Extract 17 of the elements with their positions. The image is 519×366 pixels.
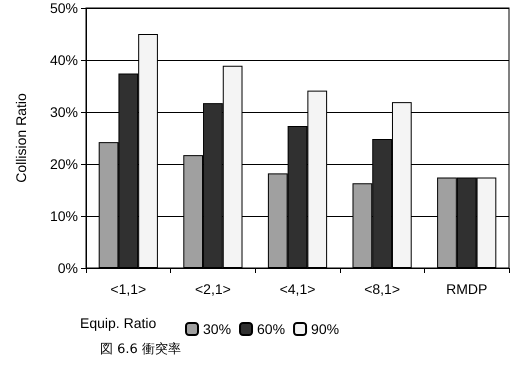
legend-label: 30%: [203, 321, 232, 337]
legend-label: 90%: [311, 321, 340, 337]
legend-title: Equip. Ratio: [80, 315, 156, 331]
x-tick-label: <2,1>: [194, 281, 231, 297]
y-tick-label: 50%: [50, 0, 78, 16]
x-tick-label: <1,1>: [110, 281, 146, 297]
y-tick-label: 40%: [50, 52, 78, 68]
y-axis-title: Collision Ratio: [13, 93, 29, 183]
y-tick-label: 30%: [50, 104, 78, 120]
y-tick-label: 20%: [50, 156, 78, 172]
legend-label: 60%: [257, 321, 286, 337]
y-tick-label: 0%: [58, 260, 78, 276]
y-tick-label: 10%: [50, 208, 78, 224]
x-tick-label: <4,1>: [280, 281, 316, 297]
x-tick-label: <8,1>: [364, 281, 400, 297]
x-tick-label: RMDP: [446, 281, 488, 297]
caption: 図 6.6 衝突率: [100, 341, 181, 357]
